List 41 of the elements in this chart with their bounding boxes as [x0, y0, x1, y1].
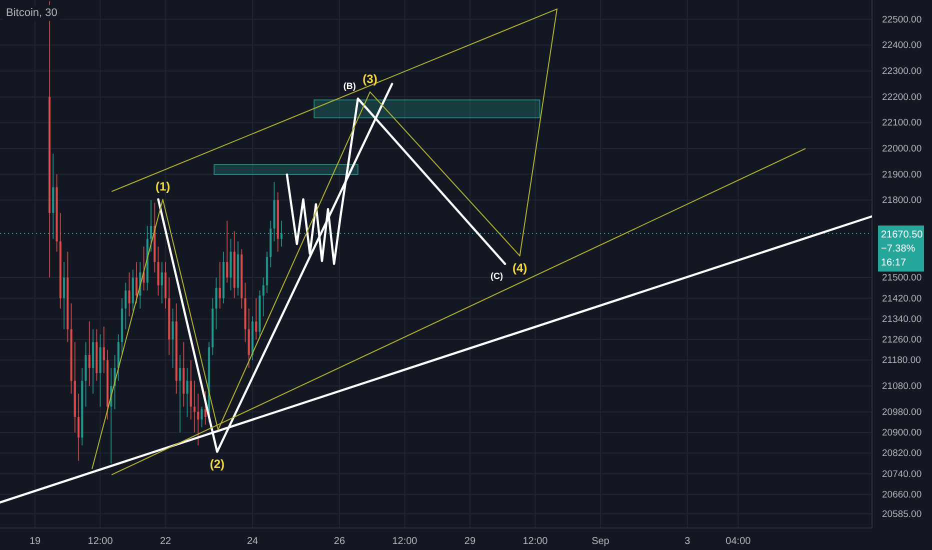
y-tick-label: 20660.00	[882, 489, 922, 500]
y-tick-label: 20980.00	[882, 406, 922, 418]
x-tick-label: 3	[684, 536, 691, 548]
y-tick-label: 20820.00	[882, 448, 922, 460]
text: Bitcoin, 30	[6, 7, 58, 19]
x-tick-label: 12:00	[392, 536, 418, 548]
y-tick-label: 20585.00	[882, 508, 922, 520]
y-tick-label: 22500.00	[882, 14, 922, 26]
y-tick-label: 22200.00	[882, 92, 922, 103]
y-tick-label: 21340.00	[882, 314, 922, 325]
y-tick-label: 21500.00	[882, 272, 922, 284]
y-tick-label: 21900.00	[882, 169, 922, 180]
y-tick-label: 21180.00	[882, 355, 921, 366]
annotation: (B)	[343, 81, 356, 92]
y-tick-label: 22000.00	[882, 144, 922, 154]
annotation: (3)	[362, 72, 378, 86]
annotation: (4)	[512, 261, 528, 276]
x-tick-label: 19	[29, 536, 42, 548]
y-tick-label: 21260.00	[882, 334, 922, 346]
ref-line-label: 21670.50	[881, 230, 924, 241]
y-tick-label: 20740.00	[882, 468, 922, 480]
annotation: (2)	[210, 457, 225, 472]
annotation: (1)	[155, 179, 170, 194]
x-tick-label: 04:00	[726, 536, 752, 548]
x-tick-label: 22	[160, 536, 172, 548]
y-tick-label: 21420.00	[882, 293, 922, 304]
x-tick-label: 29	[464, 536, 476, 548]
x-tick-label: 12:00	[522, 536, 548, 548]
y-tick-label: 21800.00	[882, 195, 922, 206]
y-tick-label: 22300.00	[882, 66, 922, 78]
annotation: (C)	[490, 271, 504, 282]
text: 16:17	[881, 258, 906, 269]
y-tick-label: 20900.00	[882, 428, 922, 439]
text: −7.38%	[881, 244, 916, 255]
x-tick-label: 26	[334, 536, 346, 548]
y-tick-label: 22100.00	[882, 118, 922, 129]
x-tick-label: 24	[246, 536, 259, 548]
y-tick-label: 22400.00	[882, 40, 922, 52]
x-tick-label: Sep	[592, 536, 610, 548]
y-tick-label: 21080.00	[882, 381, 922, 392]
x-tick-label: 12:00	[88, 536, 114, 548]
